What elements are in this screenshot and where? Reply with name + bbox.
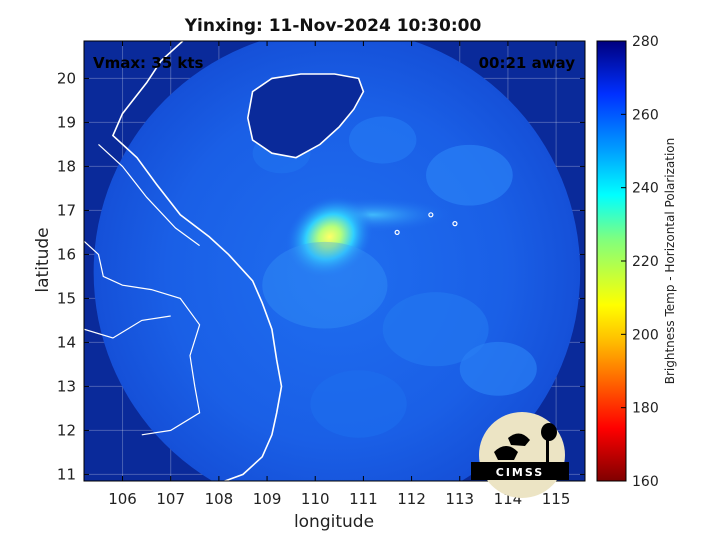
cimss-logo: CIMSS <box>471 412 569 498</box>
cimss-logo-text: CIMSS <box>496 466 544 479</box>
colorbar-tick-label: 240 <box>632 181 659 197</box>
country-border-1 <box>84 240 201 436</box>
x-axis-title: longitude <box>294 512 374 532</box>
paracel-island-2 <box>394 229 400 235</box>
y-axis-title: latitude <box>33 227 53 292</box>
storm-feature <box>262 195 451 329</box>
x-tick-label: 111 <box>349 490 378 508</box>
x-tick-label: 106 <box>108 490 137 508</box>
x-tick-label: 113 <box>445 490 474 508</box>
x-tick-label: 108 <box>205 490 234 508</box>
y-tick-label: 20 <box>57 69 76 87</box>
y-tick-label: 14 <box>57 333 76 351</box>
y-tick-label: 12 <box>57 421 76 439</box>
y-axis-ticks: 11 12 13 14 15 16 17 18 19 20 <box>57 69 585 483</box>
country-border-3 <box>98 143 200 247</box>
cimss-logo-dish-1 <box>494 446 518 460</box>
swath-texture-2 <box>310 370 407 438</box>
y-tick-label: 11 <box>57 465 76 483</box>
x-tick-label: 109 <box>253 490 282 508</box>
country-border-2 <box>84 315 171 339</box>
y-tick-label: 16 <box>57 245 76 263</box>
paracel-island-1 <box>452 221 458 227</box>
vmax-annotation: Vmax: 35 kts <box>93 54 203 72</box>
x-tick-label: 112 <box>397 490 426 508</box>
land-outlines <box>84 41 458 481</box>
plot-frame <box>83 40 586 482</box>
colorbar: 160 180 200 220 240 260 280 Brightness Temp - … <box>596 34 677 490</box>
x-tick-label: 115 <box>542 490 571 508</box>
colorbar-tick-label: 200 <box>632 327 659 343</box>
colorbar-ticks: 160 180 200 220 240 260 280 <box>621 34 659 490</box>
y-tick-label: 13 <box>57 377 76 395</box>
x-tick-label: 107 <box>156 490 185 508</box>
swath-texture-4 <box>348 116 417 164</box>
y-tick-label: 17 <box>57 201 76 219</box>
hainan-island <box>246 73 365 159</box>
vietnam-coastline <box>111 41 283 481</box>
cimss-logo-tank <box>541 423 557 441</box>
chart-title: Yinxing: 11-Nov-2024 10:30:00 <box>184 16 482 36</box>
cimss-logo-dish-2 <box>508 433 530 446</box>
swath-texture-0 <box>426 144 513 206</box>
colorbar-title: Brightness Temp - Horizontal Polarizatio… <box>663 138 677 385</box>
swath-detail <box>252 116 537 438</box>
colorbar-tick-label: 160 <box>632 474 659 490</box>
y-tick-label: 15 <box>57 289 76 307</box>
colorbar-tick-label: 220 <box>632 254 659 270</box>
paracel-island-0 <box>428 212 434 218</box>
colorbar-tick-label: 280 <box>632 34 659 50</box>
time-offset-annotation: 00:21 away <box>479 54 576 72</box>
colorbar-tick-label: 260 <box>632 107 659 123</box>
swath-texture-3 <box>459 341 537 396</box>
swath-texture-1 <box>382 292 489 367</box>
cimss-logo-banner <box>471 462 569 480</box>
storm-core <box>286 195 374 278</box>
colorbar-tick-label: 180 <box>632 401 659 417</box>
storm-outer-band <box>262 241 388 329</box>
cimss-logo-tower <box>546 438 549 462</box>
y-tick-label: 18 <box>57 157 76 175</box>
plot-area <box>84 41 585 481</box>
x-tick-label: 110 <box>301 490 330 508</box>
y-tick-label: 19 <box>57 113 76 131</box>
